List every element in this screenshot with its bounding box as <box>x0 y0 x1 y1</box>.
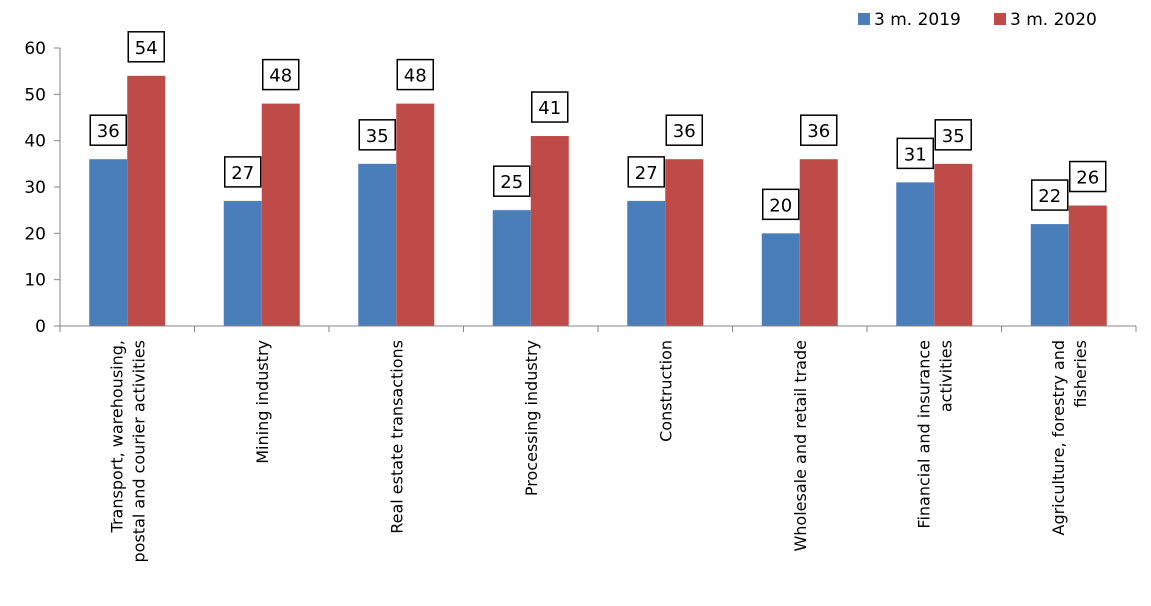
data-label-value: 31 <box>904 144 927 165</box>
y-tick-label: 20 <box>24 224 46 244</box>
data-label: 31 <box>896 137 934 170</box>
x-category-label: Construction <box>656 340 675 442</box>
x-category-label: Real estate transactions <box>387 340 406 534</box>
bar-2019-6 <box>896 182 935 326</box>
data-label-box <box>896 137 934 170</box>
data-label: 48 <box>262 58 300 91</box>
x-category-label: Mining industry <box>253 340 272 464</box>
y-tick-label: 10 <box>24 271 46 291</box>
data-label-value: 22 <box>1038 186 1061 207</box>
data-label-box <box>1031 179 1069 211</box>
data-label-value: 54 <box>135 38 158 59</box>
bar-2019-0 <box>89 159 128 326</box>
y-tick-label: 40 <box>24 132 46 152</box>
data-labels: 36 54 27 48 35 48 25 41 27 36 20 36 31 35 22 26 <box>89 31 1107 221</box>
data-label-value: 41 <box>538 98 561 119</box>
data-label-box <box>396 58 434 91</box>
data-label: 35 <box>934 119 972 151</box>
bar-2020-6 <box>934 163 973 326</box>
data-label-box <box>127 31 165 63</box>
bar-2019-5 <box>761 233 800 326</box>
y-tick-label: 50 <box>24 85 46 105</box>
data-label-box <box>800 114 838 146</box>
y-tick-label: 60 <box>24 39 46 59</box>
data-label: 26 <box>1069 160 1107 193</box>
bar-2019-4 <box>627 200 666 326</box>
data-label: 20 <box>762 188 800 221</box>
data-label-value: 35 <box>942 126 965 147</box>
data-label-box <box>665 114 703 146</box>
data-label-box <box>1069 160 1107 193</box>
data-label: 48 <box>396 58 434 91</box>
legend: 3 m. 2019 3 m. 2020 <box>858 10 1097 30</box>
data-label-value: 36 <box>97 121 120 142</box>
y-tick-label: 0 <box>35 317 46 337</box>
legend-swatch-0 <box>858 13 870 25</box>
x-category-label: Processing industry <box>522 340 541 496</box>
data-label: 36 <box>89 114 127 146</box>
y-axis: 0 10 20 30 40 50 60 <box>24 39 61 337</box>
bars <box>89 75 1107 326</box>
data-label: 22 <box>1031 179 1069 211</box>
data-label-box <box>934 119 972 151</box>
data-label: 54 <box>127 31 165 63</box>
data-label-box <box>493 165 531 197</box>
data-label-box <box>262 58 300 91</box>
data-label-value: 26 <box>1076 168 1099 189</box>
bar-2020-1 <box>261 103 300 326</box>
x-category-label: Financial and insurance activities <box>914 340 955 529</box>
bar-2020-5 <box>799 159 838 326</box>
x-category-label: Transport, warehousing, postal and courie… <box>107 340 148 562</box>
bar-2019-2 <box>358 163 397 326</box>
x-axis: Transport, warehousing, postal and courie… <box>59 325 1137 562</box>
bar-2020-0 <box>127 75 166 326</box>
x-category-label: Agriculture, forestry and fisheries <box>1049 340 1090 536</box>
bar-2019-7 <box>1030 224 1069 326</box>
data-label-value: 25 <box>500 172 523 193</box>
data-label-value: 36 <box>807 121 830 142</box>
data-label-value: 20 <box>769 195 792 216</box>
bar-2020-3 <box>530 136 569 326</box>
bar-2019-3 <box>492 210 531 326</box>
data-label-value: 36 <box>673 121 696 142</box>
legend-label-1: 3 m. 2020 <box>1010 10 1097 30</box>
data-label: 41 <box>531 91 569 123</box>
data-label: 27 <box>627 156 665 188</box>
data-label-box <box>531 91 569 123</box>
bar-2020-2 <box>396 103 435 326</box>
data-label-value: 27 <box>231 163 254 184</box>
data-label-box <box>358 119 396 151</box>
x-category-label: Wholesale and retail trade <box>791 340 810 552</box>
data-label: 36 <box>800 114 838 146</box>
y-tick-label: 30 <box>24 178 46 198</box>
bar-2020-7 <box>1068 205 1107 326</box>
bar-2019-1 <box>223 200 262 326</box>
data-label: 36 <box>665 114 703 146</box>
data-label-value: 27 <box>635 163 658 184</box>
legend-label-0: 3 m. 2019 <box>874 10 961 30</box>
data-label-value: 35 <box>366 126 389 147</box>
data-label: 27 <box>224 156 262 188</box>
data-label-value: 48 <box>269 66 292 87</box>
data-label: 25 <box>493 165 531 197</box>
data-label: 35 <box>358 119 396 151</box>
data-label-value: 48 <box>404 66 427 87</box>
bar-2020-4 <box>665 159 704 326</box>
data-label-box <box>224 156 262 188</box>
legend-swatch-1 <box>994 13 1006 25</box>
data-label-box <box>627 156 665 188</box>
data-label-box <box>762 188 800 221</box>
data-label-box <box>89 114 127 146</box>
